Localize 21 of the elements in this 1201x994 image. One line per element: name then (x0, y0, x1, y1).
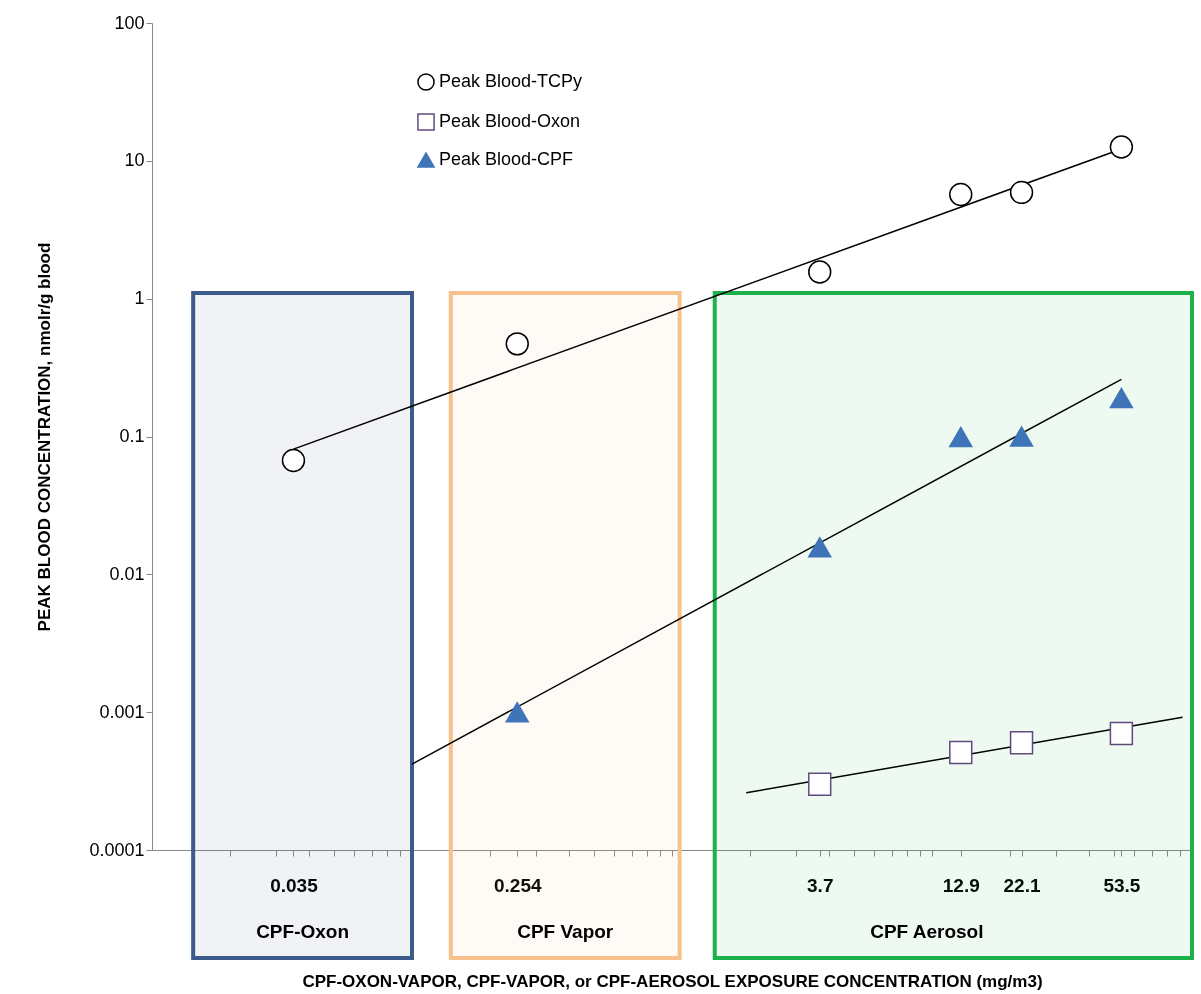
band-label: CPF Vapor (517, 921, 614, 942)
legend-label: Peak Blood-CPF (439, 149, 574, 169)
legend-label: Peak Blood-TCPy (439, 71, 583, 91)
x-tick-label: 22.1 (1003, 874, 1041, 896)
y-tick-label: 100 (114, 12, 145, 33)
y-tick-label: 0.01 (109, 563, 145, 584)
x-tick-label: 53.5 (1103, 874, 1141, 896)
y-tick-label: 1 (134, 288, 145, 309)
x-tick-label: 0.035 (270, 874, 319, 896)
y-axis-title: PEAK BLOOD CONCENTRATION, nmolr/g blood (35, 242, 55, 632)
y-tick-label: 0.001 (99, 701, 145, 722)
x-tick-label: 3.7 (807, 874, 834, 896)
x-tick-label: 12.9 (942, 874, 980, 896)
x-axis-title: CPF-OXON-VAPOR, CPF-VAPOR, or CPF-AEROSOL EXPOSURE CONCENTRATION (mg/m3) (302, 971, 1043, 991)
band-label: CPF Aerosol (870, 921, 984, 942)
y-tick-label: 0.0001 (89, 839, 145, 860)
y-tick-label: 0.1 (119, 426, 145, 446)
x-tick-label: 0.254 (493, 874, 542, 896)
y-tick-label: 10 (124, 150, 145, 171)
band-label: CPF-Oxon (256, 921, 350, 942)
legend-label: Peak Blood-Oxon (439, 111, 581, 131)
